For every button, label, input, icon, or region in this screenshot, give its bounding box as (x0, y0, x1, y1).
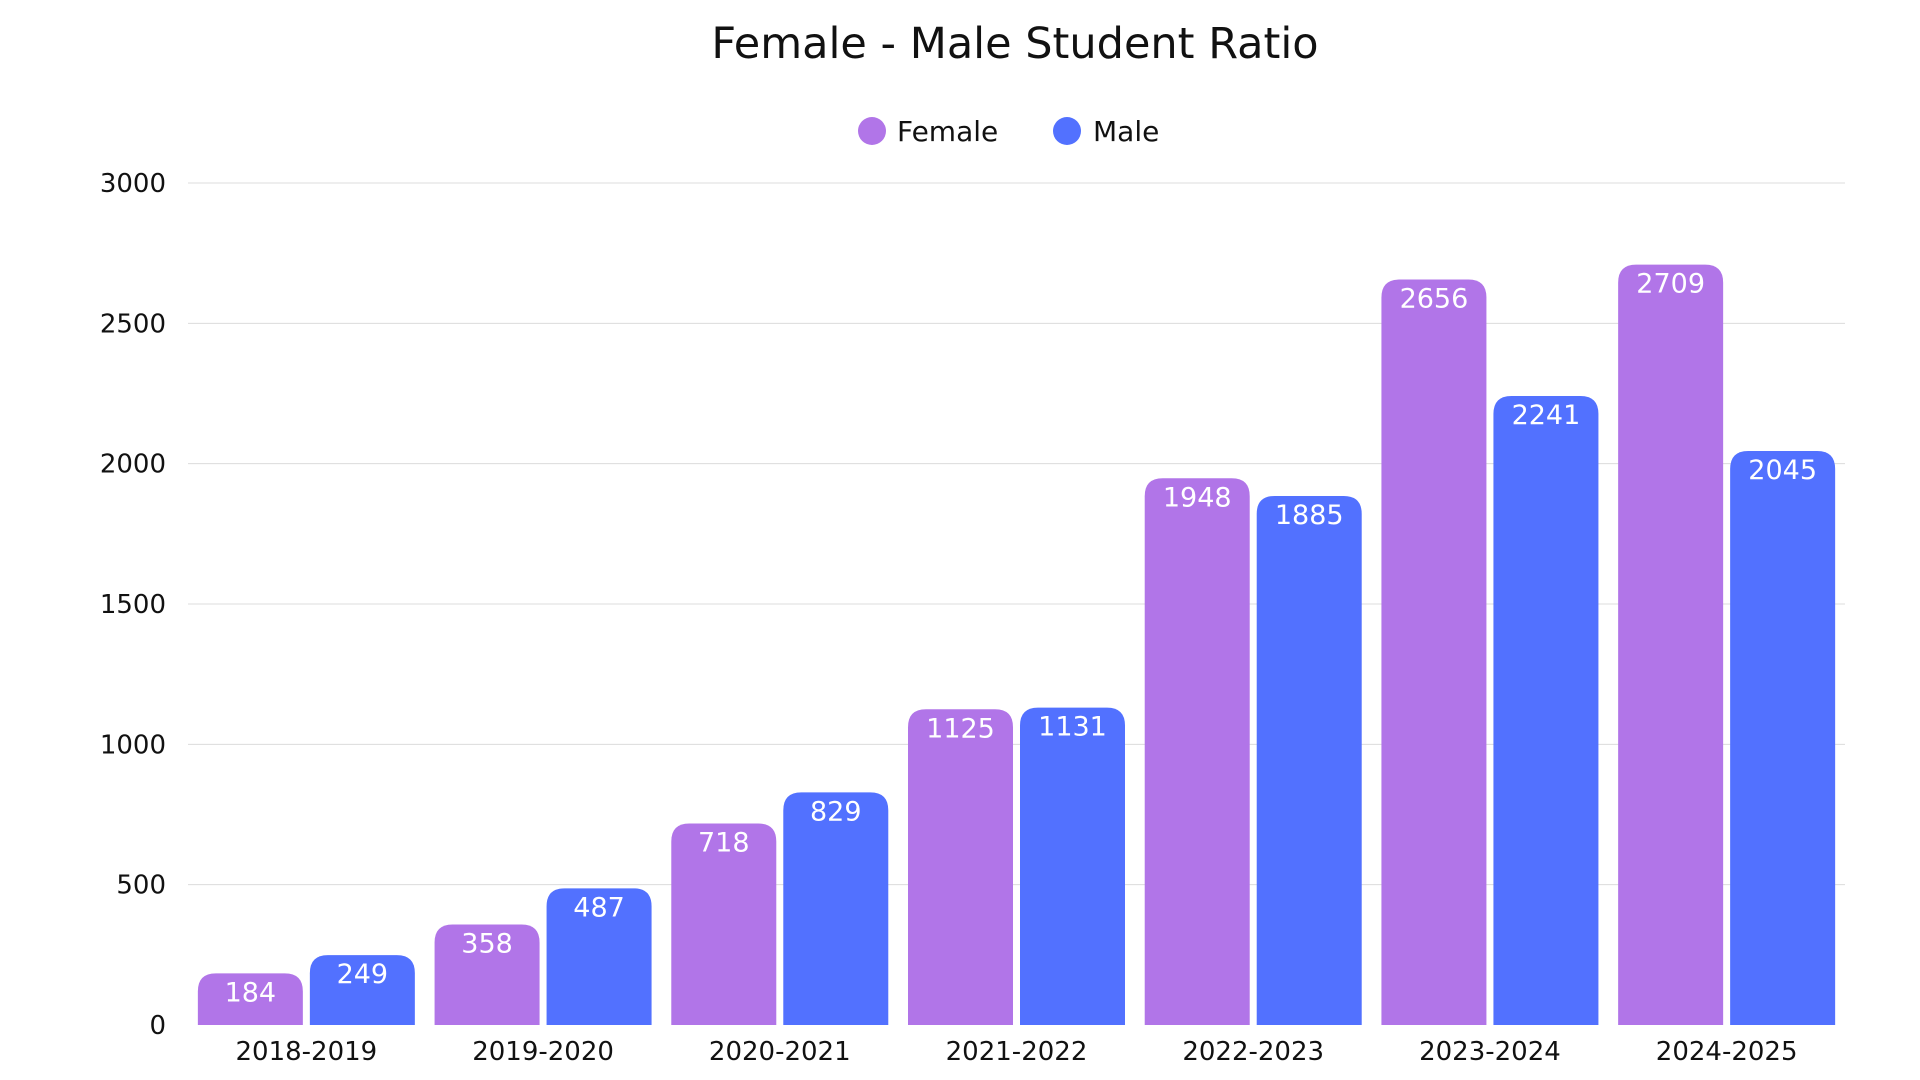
bar-male-2022-2023 (1256, 495, 1362, 1025)
data-label-male-2023-2024: 2241 (1512, 400, 1581, 431)
data-label-female-2019-2020: 358 (461, 929, 513, 960)
legend: Female Male (858, 115, 1159, 148)
data-label-female-2018-2019: 184 (225, 977, 277, 1008)
bar-male-2021-2022 (1020, 707, 1125, 1025)
x-tick-label-2024-2025: 2024-2025 (1656, 1037, 1798, 1067)
bar-male-2024-2025 (1730, 451, 1836, 1026)
legend-swatch-female (858, 117, 886, 145)
bar-male-2018-2019 (309, 955, 415, 1025)
legend-item-female: Female (858, 115, 998, 148)
y-tick-label-0: 0 (149, 1011, 166, 1041)
bar-male-2020-2021 (783, 792, 889, 1025)
bar-male-2019-2020 (546, 888, 652, 1025)
bar-female-2018-2019 (197, 973, 303, 1025)
bar-female-2020-2021 (671, 823, 777, 1025)
data-label-female-2020-2021: 718 (698, 827, 750, 858)
data-label-female-2024-2025: 2709 (1636, 269, 1705, 300)
legend-swatch-male (1053, 117, 1081, 145)
data-label-female-2022-2023: 1948 (1163, 482, 1232, 513)
data-label-male-2022-2023: 1885 (1275, 500, 1344, 531)
legend-item-male: Male (1053, 115, 1159, 148)
legend-label-male: Male (1093, 115, 1159, 148)
x-tick-label-2018-2019: 2018-2019 (235, 1037, 377, 1067)
x-tick-label-2020-2021: 2020-2021 (709, 1037, 851, 1067)
data-label-male-2024-2025: 2045 (1748, 455, 1817, 486)
y-tick-label-1500: 1500 (100, 590, 166, 620)
bar-female-2022-2023 (1144, 478, 1250, 1025)
bars: 184 249 358 487 718 829 1125 1131 1948 1885 2656 22… (197, 264, 1836, 1026)
y-tick-label-2000: 2000 (100, 450, 166, 480)
x-axis: 2018-2019 2019-2020 2020-2021 2021-2022 2022… (235, 1037, 1797, 1067)
y-axis: 0 500 1000 1500 2000 2500 3000 (100, 169, 166, 1041)
x-tick-label-2023-2024: 2023-2024 (1419, 1037, 1561, 1067)
y-tick-label-3000: 3000 (100, 169, 166, 199)
y-tick-label-2500: 2500 (100, 309, 166, 339)
chart-title: Female - Male Student Ratio (711, 19, 1318, 69)
data-label-female-2021-2022: 1125 (926, 713, 995, 744)
bar-male-2023-2024 (1493, 396, 1599, 1025)
bar-female-2019-2020 (434, 924, 540, 1025)
y-tick-label-500: 500 (116, 871, 166, 901)
bar-female-2024-2025 (1618, 264, 1724, 1025)
x-tick-label-2019-2020: 2019-2020 (472, 1037, 614, 1067)
data-label-male-2019-2020: 487 (573, 892, 625, 923)
data-label-male-2020-2021: 829 (810, 796, 862, 827)
x-tick-label-2021-2022: 2021-2022 (946, 1037, 1088, 1067)
bar-female-2023-2024 (1381, 279, 1487, 1026)
data-label-male-2021-2022: 1131 (1038, 712, 1107, 743)
bar-female-2021-2022 (908, 709, 1013, 1025)
data-label-male-2018-2019: 249 (337, 959, 389, 990)
x-tick-label-2022-2023: 2022-2023 (1182, 1037, 1324, 1067)
legend-label-female: Female (897, 115, 998, 148)
y-tick-label-1000: 1000 (100, 730, 166, 760)
data-label-female-2023-2024: 2656 (1400, 284, 1469, 315)
